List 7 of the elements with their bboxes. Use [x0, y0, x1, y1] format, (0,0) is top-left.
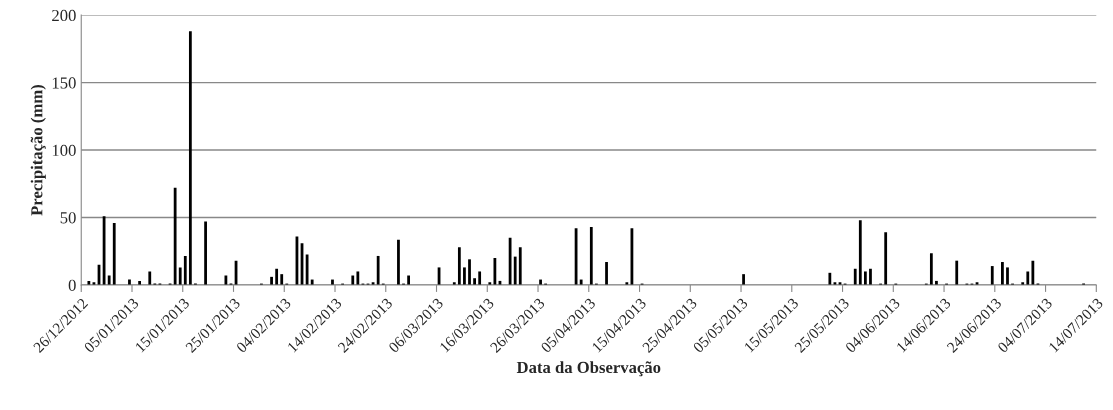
y-axis-title: Precipitação (mm): [30, 84, 46, 216]
y-tick-label: 150: [52, 77, 76, 89]
y-tick-label: 200: [52, 9, 76, 22]
x-axis-title: Data da Observação: [516, 361, 661, 377]
y-tick-label: 50: [60, 212, 76, 224]
y-tick-label: 100: [52, 144, 76, 157]
y-tick-label: 0: [68, 279, 76, 291]
